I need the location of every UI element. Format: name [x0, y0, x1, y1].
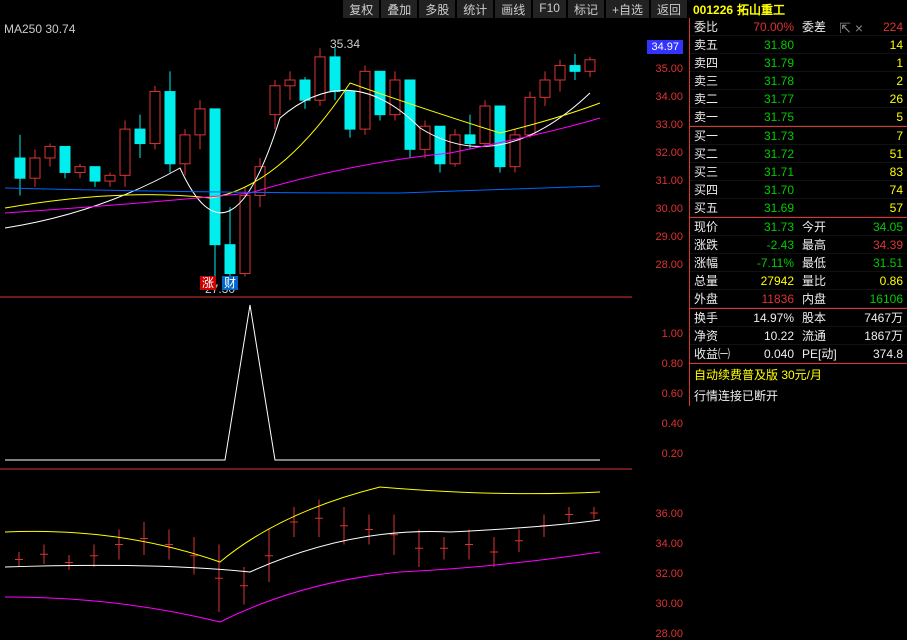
- data-row: 涨幅-7.11%最低31.51: [690, 254, 907, 272]
- data-row: 涨跌-2.43最高34.39: [690, 236, 907, 254]
- svg-text:财: 财: [224, 276, 236, 290]
- ytick: 28.00: [655, 628, 683, 640]
- toolbar: 复权叠加多股统计画线F10标记+自选返回: [343, 0, 687, 18]
- svg-text:35.34: 35.34: [330, 37, 360, 51]
- ytick: 0.80: [662, 358, 683, 370]
- toolbar-复权[interactable]: 复权: [343, 0, 379, 18]
- ytick: 31.00: [655, 175, 683, 187]
- toolbar-F10[interactable]: F10: [533, 0, 566, 18]
- data-row: 卖四31.791: [690, 54, 907, 72]
- data-row: 买三31.7183: [690, 163, 907, 181]
- toolbar-+自选[interactable]: +自选: [606, 0, 649, 18]
- ytick: 30.00: [655, 203, 683, 215]
- main-chart[interactable]: 35.3427.30涨财: [0, 18, 632, 298]
- data-row: 净资10.22流通1867万: [690, 327, 907, 345]
- data-row: 卖三31.782: [690, 72, 907, 90]
- sub-chart[interactable]: [0, 472, 632, 632]
- ytick: 1.00: [662, 328, 683, 340]
- ytick: 29.00: [655, 231, 683, 243]
- toolbar-叠加[interactable]: 叠加: [381, 0, 417, 18]
- data-row: 买四31.7074: [690, 181, 907, 199]
- data-row: 委比70.00%委差224: [690, 18, 907, 36]
- data-row: 收益㈠0.040PE[动]374.8: [690, 345, 907, 363]
- notice: 行情连接已断开: [690, 385, 907, 406]
- y-axis: 34.97 35.00 34.00 33.00 32.00 31.00 30.00 29.00…: [632, 18, 687, 632]
- ytick: 35.00: [655, 63, 683, 75]
- data-row: 外盘11836内盘16106: [690, 290, 907, 308]
- ytick: 0.40: [662, 418, 683, 430]
- data-row: 买五31.6957: [690, 199, 907, 217]
- ytick: 34.00: [655, 538, 683, 550]
- svg-text:涨: 涨: [202, 275, 214, 290]
- ytick: 32.00: [655, 147, 683, 159]
- volume-chart[interactable]: [0, 300, 632, 470]
- notice: 自动续费普及版 30元/月: [690, 364, 907, 385]
- toolbar-多股[interactable]: 多股: [419, 0, 455, 18]
- ytick: 34.00: [655, 91, 683, 103]
- data-row: 卖五31.8014: [690, 36, 907, 54]
- sidebar: 委比70.00%委差224卖五31.8014卖四31.791卖三31.782卖二…: [689, 18, 907, 406]
- stock-header: 001226 拓山重工: [689, 0, 907, 18]
- data-row: 换手14.97%股本7467万: [690, 309, 907, 327]
- ytick: 30.00: [655, 598, 683, 610]
- ytick: 0.20: [662, 448, 683, 460]
- ytick: 0.60: [662, 388, 683, 400]
- toolbar-返回[interactable]: 返回: [651, 0, 687, 18]
- toolbar-画线[interactable]: 画线: [495, 0, 531, 18]
- ytick: 32.00: [655, 568, 683, 580]
- toolbar-统计[interactable]: 统计: [457, 0, 493, 18]
- toolbar-标记[interactable]: 标记: [568, 0, 604, 18]
- data-row: 卖一31.755: [690, 108, 907, 126]
- ytick: 28.00: [655, 259, 683, 271]
- data-row: 买一31.737: [690, 127, 907, 145]
- data-row: 总量27942量比0.86: [690, 272, 907, 290]
- price-badge: 34.97: [647, 40, 683, 54]
- ytick: 36.00: [655, 508, 683, 520]
- data-row: 现价31.73今开34.05: [690, 218, 907, 236]
- data-row: 卖二31.7726: [690, 90, 907, 108]
- ytick: 33.00: [655, 119, 683, 131]
- data-row: 买二31.7251: [690, 145, 907, 163]
